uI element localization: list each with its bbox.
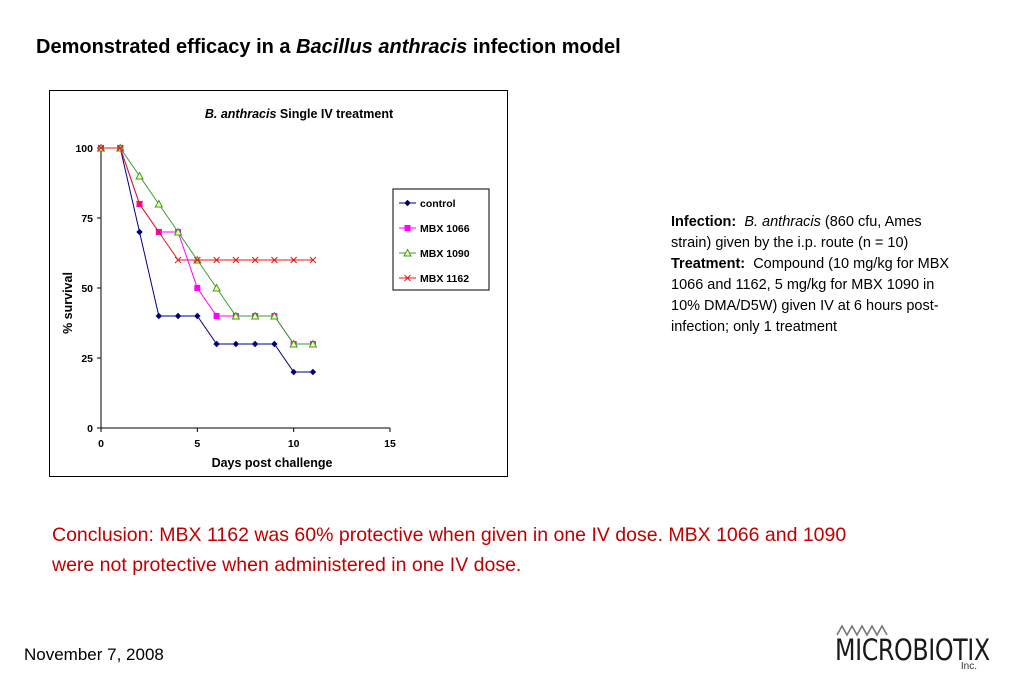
data-point [155, 228, 163, 236]
treatment-paragraph: Treatment: Compound (10 mg/kg for MBX 10… [671, 254, 961, 338]
data-point [231, 311, 241, 320]
x-tick-label: 0 [98, 438, 104, 450]
chart-title: B. anthracis Single IV treatment [205, 107, 394, 121]
treatment-label: Treatment: [671, 256, 746, 272]
data-point [232, 256, 240, 264]
legend-label: MBX 1066 [420, 223, 470, 235]
data-point [116, 144, 124, 152]
data-point [308, 339, 318, 348]
y-tick-label: 25 [81, 353, 93, 365]
legend-item: MBX 1162 [399, 273, 469, 285]
series-line [101, 147, 313, 261]
logo-suffix: Inc. [960, 661, 977, 672]
infection-organism: B. anthracis [744, 214, 821, 230]
legend-marker [403, 248, 412, 257]
series-mbx-1162 [97, 144, 317, 264]
legend-label: MBX 1162 [420, 273, 469, 285]
series-mbx-1066 [98, 145, 316, 347]
title-suffix: infection model [467, 36, 621, 58]
series-line [101, 147, 313, 345]
treatment-text: Compound (10 mg/kg for MBX 1066 and 1162… [671, 256, 950, 335]
data-point [212, 283, 221, 292]
info-box: Infection: B. anthracis (860 cfu, Ames s… [671, 212, 961, 338]
data-point [97, 144, 105, 152]
slide-title: Demonstrated efficacy in a Bacillus anth… [36, 36, 621, 59]
data-point [174, 312, 182, 320]
chart-canvas: B. anthracis Single IV treatment02550751… [61, 107, 490, 470]
chart-title-rest: Single IV treatment [276, 107, 394, 121]
data-point [193, 256, 201, 264]
data-point [232, 340, 240, 348]
series-mbx-1090 [96, 143, 318, 348]
series-line [101, 147, 313, 373]
series-line [101, 147, 313, 345]
data-point [154, 199, 164, 208]
data-point [155, 312, 162, 320]
chart-title-italic: B. anthracis [205, 107, 277, 121]
legend-box [392, 188, 490, 291]
conclusion-text: Conclusion: MBX 1162 was 60% protective … [52, 524, 847, 576]
y-tick-label: 50 [81, 283, 93, 295]
x-axis-label: Days post challenge [212, 456, 333, 470]
data-point [136, 200, 143, 208]
legend-label: control [420, 198, 456, 210]
data-point [270, 311, 279, 320]
legend-label: MBX 1090 [420, 248, 470, 260]
presentation-date: November 7, 2008 [24, 645, 164, 664]
x-tick-label: 5 [194, 438, 200, 450]
data-point [213, 313, 220, 319]
legend-marker [404, 274, 411, 282]
data-point [271, 256, 278, 264]
data-point [290, 368, 297, 376]
y-tick-label: 0 [87, 423, 93, 435]
data-point [194, 285, 201, 291]
microbiotix-logo: MICROBIOTIX Inc. [835, 623, 990, 673]
chart-legend: control MBX 1066 MBX 1090 MBX 1162 [392, 188, 490, 291]
data-point [174, 256, 182, 264]
infection-text: (860 cfu, Ames strain) given by the i.p.… [671, 214, 922, 251]
legend-item: MBX 1066 [399, 223, 470, 235]
y-tick-label: 100 [75, 143, 93, 155]
data-point [271, 340, 278, 348]
x-tick-label: 15 [384, 438, 396, 450]
data-point [250, 311, 260, 320]
data-point [136, 228, 143, 236]
title-prefix: Demonstrated efficacy in a [36, 36, 297, 58]
data-point [290, 256, 298, 264]
infection-label: Infection: [671, 214, 737, 230]
data-point [289, 339, 299, 348]
infection-paragraph: Infection: B. anthracis (860 cfu, Ames s… [671, 212, 961, 254]
legend-item: MBX 1090 [399, 248, 470, 260]
legend-marker [404, 225, 411, 231]
data-point [213, 256, 220, 264]
data-point [251, 256, 259, 264]
data-point [309, 256, 317, 264]
title-italic: Bacillus anthracis [296, 36, 468, 58]
data-point [213, 340, 220, 348]
data-point [251, 340, 259, 348]
data-point [194, 312, 201, 320]
data-point [173, 227, 183, 236]
logo-wave-icon [836, 624, 888, 637]
data-point [135, 171, 144, 180]
y-tick-label: 75 [81, 213, 93, 225]
survival-chart: B. anthracis Single IV treatment 0 25 50 75 1… [49, 90, 508, 477]
x-tick-label: 10 [288, 438, 300, 450]
logo-name: MICROBIOTIX [835, 633, 990, 667]
y-axis-label: % survival [61, 272, 75, 334]
data-point [309, 368, 317, 376]
